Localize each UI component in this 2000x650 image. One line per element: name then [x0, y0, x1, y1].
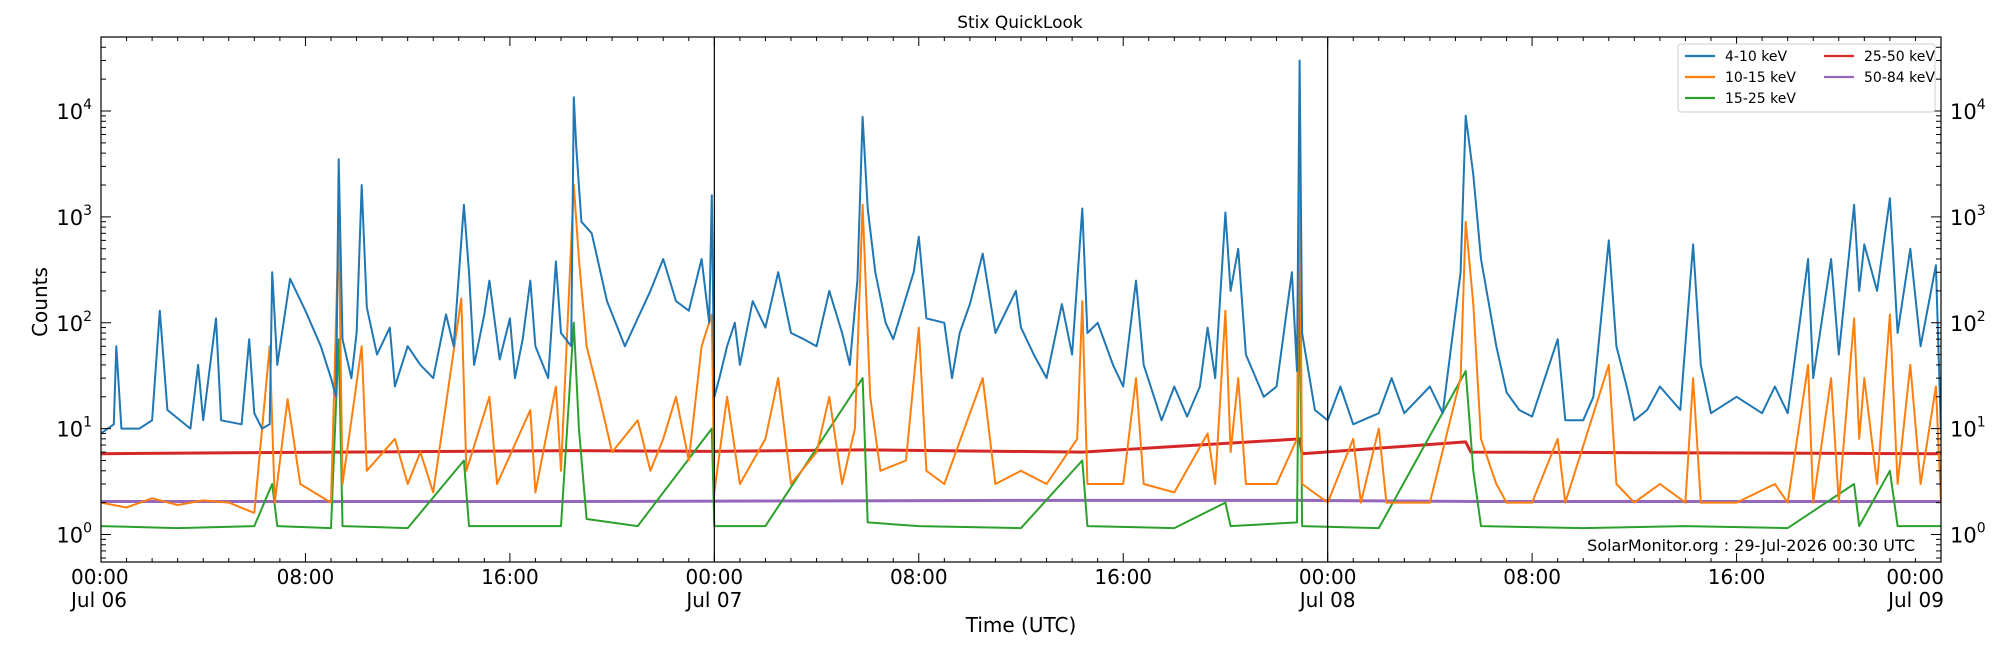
x-tick-label: 16:00 [1094, 565, 1152, 589]
legend-label-2: 15-25 keV [1725, 91, 1796, 107]
y-tick-label-right: 100 [1950, 521, 1986, 548]
legend-box [1677, 43, 1936, 113]
x-tick-label: 08:00 [277, 565, 335, 589]
x-tick-date-label: Jul 06 [69, 588, 127, 612]
y-tick-label-left: 101 [56, 415, 92, 442]
x-tick-label: 16:00 [481, 565, 539, 589]
legend-label-1: 10-15 keV [1725, 70, 1796, 86]
series-line-4 [101, 498, 1941, 503]
x-tick-date-label: Jul 09 [1886, 588, 1944, 612]
x-tick-label: 00:00 [1299, 565, 1357, 589]
y-axis-label: Counts [28, 267, 52, 337]
plot-background [101, 37, 1941, 562]
x-tick-label: 08:00 [1503, 565, 1561, 589]
legend-label-3: 25-50 keV [1864, 49, 1935, 65]
y-tick-label-right: 102 [1950, 309, 1986, 336]
x-axis-label: Time (UTC) [965, 613, 1077, 637]
x-tick-label: 08:00 [890, 565, 948, 589]
y-tick-label-left: 102 [56, 309, 92, 336]
y-tick-label-left: 103 [56, 203, 92, 230]
legend-label-4: 50-84 keV [1864, 70, 1935, 86]
series-line-2 [101, 260, 1941, 530]
series-layer [101, 59, 1941, 530]
source-annotation: SolarMonitor.org : 29-Jul-2026 00:30 UTC [1587, 536, 1915, 555]
series-line-1 [101, 135, 1941, 514]
x-tick-label: 16:00 [1708, 565, 1766, 589]
chart-title: Stix QuickLook [957, 13, 1083, 33]
y-tick-label-right: 103 [1950, 203, 1986, 230]
y-tick-label-left: 104 [56, 97, 92, 124]
y-tick-label-right: 101 [1950, 415, 1986, 442]
x-tick-date-label: Jul 08 [1298, 588, 1356, 612]
y-tick-label-right: 104 [1950, 97, 1986, 124]
x-tick-label: 00:00 [71, 565, 129, 589]
legend: 4-10 keV 10-15 keV 15-25 keV 25-50 keV 50-84… [1677, 43, 1936, 113]
x-tick-label: 00:00 [686, 565, 744, 589]
x-tick-label: 00:00 [1886, 565, 1944, 589]
day-boundary-layer [713, 37, 1329, 562]
y-tick-label-left: 100 [56, 521, 92, 548]
series-line-0 [101, 59, 1941, 435]
x-tick-date-label: Jul 07 [684, 588, 742, 612]
series-line-3 [101, 437, 1941, 456]
legend-label-0: 4-10 keV [1725, 49, 1787, 65]
